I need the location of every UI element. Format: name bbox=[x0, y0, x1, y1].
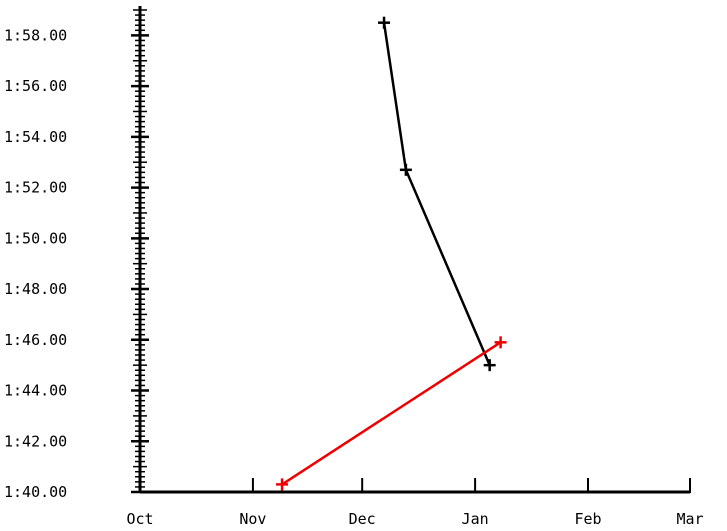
data-point bbox=[399, 163, 412, 176]
x-tick-label: Dec bbox=[349, 510, 376, 528]
y-tick-label: 1:50.00 bbox=[4, 229, 67, 247]
series-line-0 bbox=[382, 22, 491, 366]
x-tick-label: Oct bbox=[126, 510, 153, 528]
y-tick-label: 1:48.00 bbox=[4, 280, 67, 298]
data-point bbox=[483, 359, 496, 372]
x-tick-label: Nov bbox=[239, 510, 266, 528]
y-axis: 1:40.00 1:42.00 1:44.00 1:46.00 1:48.00 1:50.… bbox=[4, 6, 149, 501]
y-tick-label: 1:52.00 bbox=[4, 179, 67, 197]
plot-area bbox=[276, 16, 507, 491]
y-tick-label: 1:46.00 bbox=[4, 331, 67, 349]
y-tick-label: 1:42.00 bbox=[4, 432, 67, 450]
y-tick-label: 1:44.00 bbox=[4, 382, 67, 400]
y-tick-label: 1:56.00 bbox=[4, 77, 67, 95]
y-tick-label: 1:40.00 bbox=[4, 483, 67, 501]
data-point bbox=[494, 336, 507, 349]
x-tick-label: Mar bbox=[676, 510, 703, 528]
x-axis: Oct Nov Dec Jan Feb Mar bbox=[126, 478, 704, 528]
x-tick-label: Jan bbox=[462, 510, 489, 528]
y-tick-label: 1:54.00 bbox=[4, 128, 67, 146]
data-point bbox=[276, 478, 289, 491]
data-point bbox=[378, 16, 391, 29]
series-line-1 bbox=[281, 341, 502, 486]
x-tick-label: Feb bbox=[574, 510, 601, 528]
y-tick-label: 1:58.00 bbox=[4, 26, 67, 44]
